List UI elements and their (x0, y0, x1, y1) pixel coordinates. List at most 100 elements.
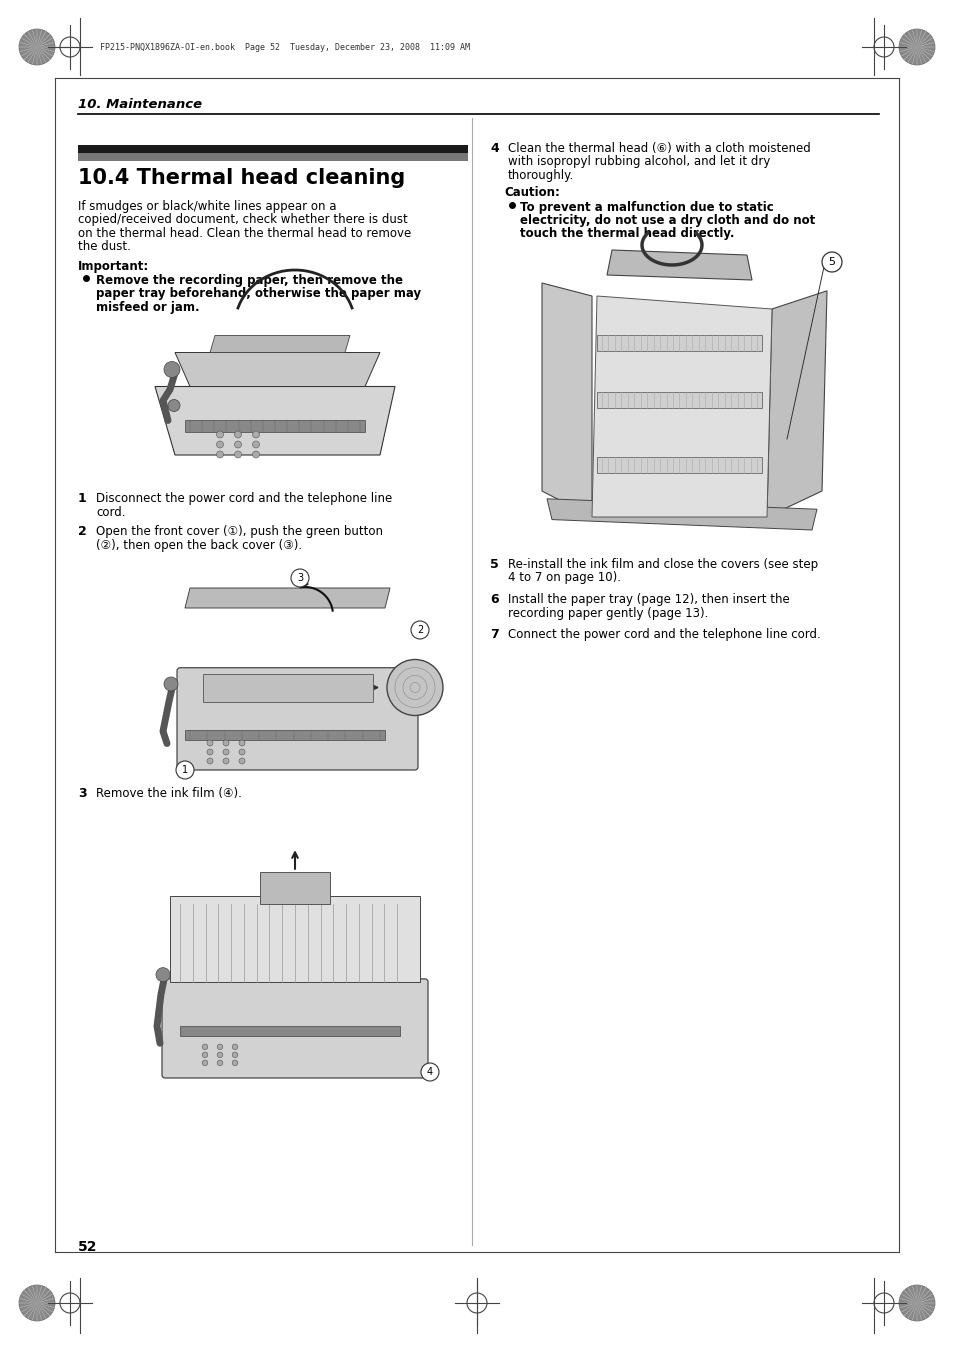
Circle shape (239, 740, 245, 746)
Bar (170, 896, 419, 982)
Text: cord.: cord. (96, 505, 126, 519)
Circle shape (253, 440, 259, 449)
Text: Open the front cover (①), push the green button: Open the front cover (①), push the green… (96, 526, 382, 538)
Circle shape (234, 431, 241, 438)
Circle shape (19, 28, 55, 65)
Circle shape (31, 1297, 42, 1308)
Text: 10.4 Thermal head cleaning: 10.4 Thermal head cleaning (78, 168, 405, 188)
Text: 3: 3 (296, 573, 303, 584)
Circle shape (911, 42, 922, 53)
Text: misfeed or jam.: misfeed or jam. (96, 301, 199, 313)
Circle shape (175, 761, 193, 780)
Circle shape (202, 1061, 208, 1066)
Circle shape (232, 1044, 237, 1050)
Bar (185, 420, 365, 432)
Text: 2: 2 (78, 526, 87, 538)
Text: with isopropyl rubbing alcohol, and let it dry: with isopropyl rubbing alcohol, and let … (507, 155, 770, 169)
Circle shape (411, 621, 429, 639)
Circle shape (911, 1297, 922, 1308)
Circle shape (202, 1052, 208, 1058)
Circle shape (223, 748, 229, 755)
Circle shape (156, 967, 170, 982)
Text: 2: 2 (416, 626, 423, 635)
Circle shape (216, 451, 223, 458)
Polygon shape (766, 290, 826, 517)
Text: 4: 4 (427, 1067, 433, 1077)
Polygon shape (592, 296, 771, 517)
Circle shape (232, 1061, 237, 1066)
Text: Important:: Important: (78, 259, 149, 273)
Text: Connect the power cord and the telephone line cord.: Connect the power cord and the telephone… (507, 628, 820, 640)
Circle shape (207, 740, 213, 746)
Text: 1: 1 (78, 492, 87, 505)
Circle shape (253, 431, 259, 438)
Circle shape (387, 659, 442, 716)
Bar (185, 730, 385, 740)
Text: If smudges or black/white lines appear on a: If smudges or black/white lines appear o… (78, 200, 336, 213)
Text: 52: 52 (78, 1240, 97, 1254)
Circle shape (217, 1044, 223, 1050)
Circle shape (217, 1052, 223, 1058)
Bar (203, 674, 373, 701)
Text: the dust.: the dust. (78, 240, 131, 254)
Text: Clean the thermal head (⑥) with a cloth moistened: Clean the thermal head (⑥) with a cloth … (507, 142, 810, 155)
Bar (78, 153, 468, 161)
FancyBboxPatch shape (162, 979, 428, 1078)
Text: Re-install the ink film and close the covers (see step: Re-install the ink film and close the co… (507, 558, 818, 571)
Text: 4: 4 (490, 142, 498, 155)
Circle shape (19, 1285, 55, 1321)
Circle shape (239, 748, 245, 755)
Bar (597, 392, 761, 408)
Circle shape (216, 440, 223, 449)
Circle shape (164, 677, 178, 690)
Polygon shape (210, 335, 350, 353)
FancyBboxPatch shape (177, 667, 417, 770)
Text: paper tray beforehand, otherwise the paper may: paper tray beforehand, otherwise the pap… (96, 288, 420, 300)
Circle shape (821, 253, 841, 272)
Circle shape (291, 569, 309, 586)
Text: 3: 3 (78, 788, 87, 800)
Text: Install the paper tray (page 12), then insert the: Install the paper tray (page 12), then i… (507, 593, 789, 607)
Text: 5: 5 (490, 558, 498, 571)
Bar (180, 1025, 399, 1036)
Text: recording paper gently (page 13).: recording paper gently (page 13). (507, 607, 708, 620)
Polygon shape (541, 282, 592, 517)
Circle shape (234, 440, 241, 449)
Text: 7: 7 (490, 628, 498, 640)
Text: copied/received document, check whether there is dust: copied/received document, check whether … (78, 213, 407, 227)
Text: (②), then open the back cover (③).: (②), then open the back cover (③). (96, 539, 302, 551)
Text: Remove the ink film (④).: Remove the ink film (④). (96, 788, 242, 800)
Polygon shape (174, 353, 379, 386)
Circle shape (253, 451, 259, 458)
Text: FP215-PNQX1896ZA-OI-en.book  Page 52  Tuesday, December 23, 2008  11:09 AM: FP215-PNQX1896ZA-OI-en.book Page 52 Tues… (100, 43, 470, 53)
Circle shape (202, 1044, 208, 1050)
Polygon shape (606, 250, 751, 280)
Polygon shape (185, 588, 390, 608)
Bar (597, 335, 761, 351)
Text: thoroughly.: thoroughly. (507, 169, 574, 182)
Text: Disconnect the power cord and the telephone line: Disconnect the power cord and the teleph… (96, 492, 392, 505)
Circle shape (207, 758, 213, 765)
Circle shape (898, 28, 934, 65)
Circle shape (164, 362, 180, 377)
Circle shape (898, 1285, 934, 1321)
Text: 5: 5 (827, 257, 835, 267)
Bar (260, 871, 330, 904)
Circle shape (216, 431, 223, 438)
Polygon shape (154, 386, 395, 455)
Circle shape (223, 758, 229, 765)
Text: Remove the recording paper, then remove the: Remove the recording paper, then remove … (96, 274, 402, 286)
Circle shape (217, 1061, 223, 1066)
Circle shape (232, 1052, 237, 1058)
Text: 1: 1 (182, 765, 188, 775)
Text: touch the thermal head directly.: touch the thermal head directly. (519, 227, 734, 240)
Circle shape (168, 400, 180, 412)
Bar (597, 457, 761, 473)
Text: 6: 6 (490, 593, 498, 607)
Circle shape (234, 451, 241, 458)
Text: 4 to 7 on page 10).: 4 to 7 on page 10). (507, 571, 620, 585)
Circle shape (420, 1063, 438, 1081)
Circle shape (223, 740, 229, 746)
Circle shape (31, 42, 42, 53)
Circle shape (239, 758, 245, 765)
